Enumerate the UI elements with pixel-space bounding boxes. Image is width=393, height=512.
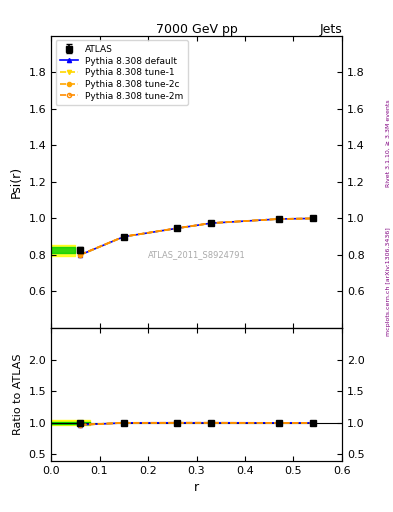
Pythia 8.308 tune-2c [121, 233, 126, 240]
Text: 7000 GeV pp: 7000 GeV pp [156, 23, 237, 36]
Pythia 8.308 tune-2c [78, 252, 83, 258]
Pythia 8.308 default [121, 233, 126, 240]
Legend: ATLAS, Pythia 8.308 default, Pythia 8.308 tune-1, Pythia 8.308 tune-2c, Pythia 8: ATLAS, Pythia 8.308 default, Pythia 8.30… [55, 40, 188, 105]
Pythia 8.308 tune-1 [310, 216, 315, 222]
Y-axis label: Ratio to ATLAS: Ratio to ATLAS [13, 354, 23, 435]
Pythia 8.308 tune-1 [121, 233, 126, 240]
Pythia 8.308 default [277, 216, 281, 222]
Pythia 8.308 default [175, 225, 180, 231]
Pythia 8.308 tune-2c [209, 220, 213, 226]
Pythia 8.308 tune-2m [277, 216, 281, 222]
Text: mcplots.cern.ch [arXiv:1306.3436]: mcplots.cern.ch [arXiv:1306.3436] [386, 227, 391, 336]
Pythia 8.308 tune-2c [310, 216, 315, 222]
Pythia 8.308 tune-2m [310, 216, 315, 222]
Pythia 8.308 tune-1 [78, 252, 83, 258]
Pythia 8.308 tune-2c [277, 216, 281, 222]
Pythia 8.308 tune-2m [175, 225, 180, 231]
Pythia 8.308 tune-2m [121, 233, 126, 240]
Pythia 8.308 tune-2m [209, 220, 213, 226]
Text: ATLAS_2011_S8924791: ATLAS_2011_S8924791 [148, 250, 245, 260]
Line: Pythia 8.308 tune-1: Pythia 8.308 tune-1 [78, 217, 315, 257]
Line: Pythia 8.308 default: Pythia 8.308 default [78, 217, 315, 257]
Pythia 8.308 tune-1 [209, 220, 213, 226]
Text: Rivet 3.1.10, ≥ 3.3M events: Rivet 3.1.10, ≥ 3.3M events [386, 99, 391, 187]
Text: Jets: Jets [319, 23, 342, 36]
Pythia 8.308 tune-2m [78, 251, 83, 258]
Pythia 8.308 default [209, 220, 213, 226]
Pythia 8.308 default [78, 252, 83, 258]
Pythia 8.308 tune-1 [277, 216, 281, 222]
Pythia 8.308 tune-2c [175, 225, 180, 231]
Y-axis label: Psi(r): Psi(r) [10, 166, 23, 198]
Pythia 8.308 tune-1 [175, 225, 180, 231]
Pythia 8.308 default [310, 216, 315, 222]
Line: Pythia 8.308 tune-2m: Pythia 8.308 tune-2m [78, 217, 315, 257]
X-axis label: r: r [194, 481, 199, 494]
Line: Pythia 8.308 tune-2c: Pythia 8.308 tune-2c [78, 217, 315, 257]
